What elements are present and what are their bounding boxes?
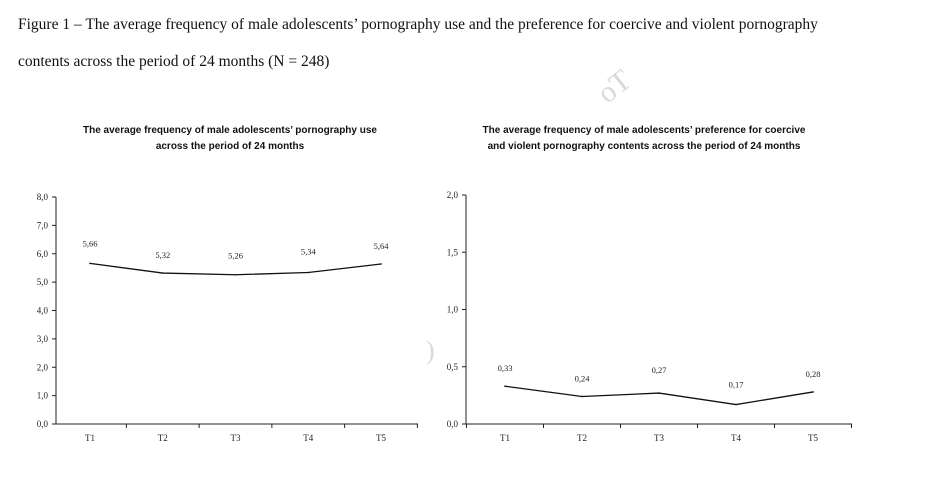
- x-tick-label: T2: [158, 433, 168, 443]
- chart-title-line2: across the period of 24 months: [156, 141, 305, 152]
- x-tick-label: T4: [303, 433, 313, 443]
- figure-caption-line1: Figure 1 – The average frequency of male…: [18, 16, 818, 33]
- data-label: 5,26: [228, 251, 243, 261]
- x-tick-label: T4: [731, 433, 741, 443]
- data-point: [735, 403, 737, 406]
- y-tick-label: 3,0: [37, 334, 49, 344]
- data-label: 0,24: [575, 374, 591, 384]
- data-label: 0,17: [729, 380, 744, 390]
- data-point: [380, 263, 382, 265]
- y-tick-label: 1,0: [37, 391, 49, 401]
- data-point: [307, 271, 310, 274]
- y-tick-label: 2,0: [447, 190, 459, 200]
- x-tick-label: T5: [808, 433, 818, 443]
- chart-title-line1: The average frequency of male adolescent…: [83, 125, 377, 136]
- x-tick-label: T3: [654, 433, 664, 443]
- y-tick-label: 7,0: [37, 220, 49, 230]
- data-label: 0,27: [652, 365, 667, 375]
- data-point: [581, 395, 583, 398]
- x-tick-label: T2: [577, 433, 587, 443]
- data-label: 5,34: [301, 246, 317, 256]
- data-point: [161, 272, 164, 274]
- x-tick-label: T5: [376, 433, 386, 443]
- x-tick-label: T1: [85, 433, 95, 443]
- data-label: 0,28: [806, 369, 821, 379]
- series-line: [504, 385, 814, 406]
- series-line: [89, 262, 382, 276]
- data-point: [234, 273, 237, 276]
- x-tick-label: T1: [500, 433, 510, 443]
- y-tick-label: 5,0: [37, 277, 49, 287]
- y-tick-label: 6,0: [37, 249, 49, 259]
- y-tick-label: 1,5: [447, 247, 459, 257]
- data-point: [658, 392, 660, 394]
- chart-title-line2: and violent pornography contents across …: [488, 141, 801, 152]
- data-point: [89, 262, 91, 265]
- y-tick-label: 1,0: [447, 305, 459, 315]
- data-point: [812, 391, 814, 393]
- y-tick-label: 0,0: [447, 419, 459, 429]
- chart-title-line1: The average frequency of male adolescent…: [483, 125, 806, 136]
- y-tick-label: 2,0: [37, 362, 49, 372]
- data-label: 5,66: [83, 238, 98, 248]
- y-tick-label: 4,0: [37, 306, 49, 316]
- y-tick-label: 8,0: [37, 192, 49, 202]
- y-tick-label: 0,5: [447, 362, 459, 372]
- x-tick-label: T3: [231, 433, 241, 443]
- data-point: [504, 385, 506, 388]
- data-label: 5,32: [155, 250, 170, 260]
- figure-caption-line2: contents across the period of 24 months …: [18, 53, 330, 70]
- y-tick-label: 0,0: [37, 419, 49, 429]
- data-label: 0,33: [498, 363, 513, 373]
- watermark-mark: ): [426, 336, 435, 365]
- data-label: 5,64: [374, 241, 390, 251]
